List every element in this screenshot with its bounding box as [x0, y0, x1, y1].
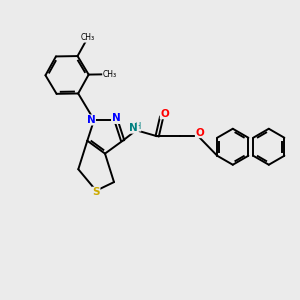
Text: O: O — [195, 128, 204, 138]
Text: O: O — [160, 109, 169, 119]
Text: CH₃: CH₃ — [103, 70, 117, 79]
Text: CH₃: CH₃ — [81, 33, 95, 42]
Text: N: N — [129, 123, 138, 133]
Text: H: H — [134, 122, 141, 131]
Text: S: S — [92, 187, 100, 197]
Text: N: N — [112, 113, 120, 124]
Text: N: N — [87, 115, 95, 125]
